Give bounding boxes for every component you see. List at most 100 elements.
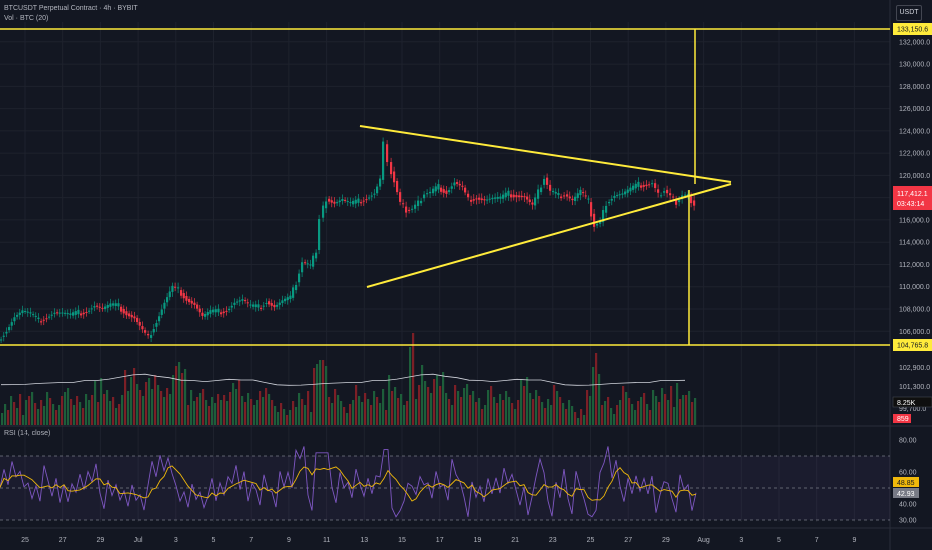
- candle-body: [74, 311, 77, 315]
- time-axis-label: 7: [815, 537, 819, 544]
- candle-body: [528, 199, 531, 203]
- candle-body: [616, 195, 619, 197]
- candle-body: [125, 311, 128, 316]
- volume-bar: [364, 393, 367, 425]
- currency-button[interactable]: USDT: [896, 5, 922, 21]
- candle-body: [276, 304, 279, 307]
- candle-body: [587, 198, 590, 200]
- candle-body: [160, 309, 163, 315]
- candle-body: [128, 313, 131, 317]
- candle-body: [379, 178, 382, 187]
- candle-body: [333, 201, 336, 204]
- candle-body: [596, 223, 599, 226]
- volume-ma-line: [0, 373, 686, 386]
- volume-bar: [547, 399, 550, 425]
- volume-bar: [358, 396, 361, 425]
- candle-body: [163, 302, 166, 309]
- volume-bar: [355, 385, 358, 425]
- volume-bar: [601, 405, 604, 425]
- candle-body: [69, 313, 72, 315]
- volume-bar: [526, 377, 529, 425]
- volume-bar: [373, 391, 376, 425]
- volume-bar: [520, 380, 523, 425]
- volume-bar: [253, 405, 256, 425]
- candle-body: [292, 287, 295, 298]
- time-axis-label: 29: [97, 537, 105, 544]
- volume-bar: [49, 398, 52, 425]
- candle-body: [177, 287, 180, 289]
- candle-body: [512, 194, 515, 198]
- rsi-indicator-title[interactable]: RSI (14, close): [4, 430, 51, 437]
- time-axis-label: 13: [360, 537, 368, 544]
- volume-bar: [79, 402, 82, 425]
- candle-body: [642, 185, 645, 187]
- volume-bar: [529, 393, 532, 425]
- volume-bar: [187, 405, 190, 425]
- candle-body: [273, 304, 276, 308]
- candle-body: [618, 194, 621, 196]
- candle-body: [230, 305, 233, 308]
- candle-body: [336, 202, 339, 204]
- volume-bar: [103, 394, 106, 425]
- candle-body: [150, 335, 153, 338]
- candle-body: [518, 195, 521, 198]
- candle-body: [464, 187, 467, 193]
- volume-bar: [634, 410, 637, 425]
- candle-body: [552, 190, 555, 193]
- price-axis-label: 122,000.0: [899, 151, 930, 158]
- volume-bar: [379, 403, 382, 425]
- volume-bar: [583, 415, 586, 425]
- rsi-ma-value: 48.85: [897, 480, 915, 487]
- volume-bar: [565, 409, 568, 425]
- time-axis-label: 5: [777, 537, 781, 544]
- candle-body: [663, 191, 666, 193]
- candle-body: [8, 327, 11, 331]
- volume-bar: [673, 407, 676, 425]
- volume-bar: [28, 396, 31, 425]
- time-axis-label: 9: [287, 537, 291, 544]
- volume-bar: [73, 405, 76, 425]
- candle-body: [80, 313, 83, 316]
- volume-bar: [532, 399, 535, 425]
- candle-body: [440, 187, 443, 192]
- volume-indicator-title[interactable]: Vol · BTC (20): [4, 15, 49, 22]
- volume-bar: [424, 381, 427, 425]
- candle-body: [365, 199, 368, 201]
- volume-current-value: 859: [897, 416, 909, 423]
- volume-bar: [109, 401, 112, 425]
- volume-bar: [442, 372, 445, 425]
- volume-bar: [313, 368, 316, 425]
- candle-body: [408, 209, 411, 211]
- candle-body: [45, 318, 48, 320]
- candle-body: [605, 205, 608, 213]
- volume-bar: [7, 410, 10, 425]
- candle-body: [432, 188, 435, 194]
- volume-bar: [154, 375, 157, 425]
- candle-body: [174, 286, 177, 288]
- time-axis-label: 23: [549, 537, 557, 544]
- candle-body: [82, 312, 85, 315]
- volume-bar: [310, 412, 313, 425]
- rsi-axis-label: 40.00: [899, 502, 917, 509]
- volume-bar: [40, 400, 43, 425]
- level-price-tag: [893, 23, 932, 35]
- rsi-value-tag: [893, 488, 919, 498]
- triangle-upper-trendline: [359, 125, 732, 183]
- volume-bar: [4, 404, 7, 425]
- volume-bar: [691, 402, 694, 425]
- candle-body: [238, 300, 241, 302]
- volume-bar: [655, 396, 658, 425]
- time-axis-label: Aug: [697, 537, 710, 544]
- volume-bar: [226, 401, 229, 425]
- candle-body: [461, 185, 464, 187]
- candle-body: [270, 303, 273, 306]
- candle-body: [249, 304, 252, 306]
- candle-body: [201, 312, 204, 316]
- volume-bar: [460, 397, 463, 425]
- volume-bar: [211, 397, 214, 425]
- candle-body: [472, 199, 475, 201]
- symbol-title[interactable]: BTCUSDT Perpetual Contract · 4h · BYBIT: [4, 5, 138, 12]
- candle-body: [690, 196, 693, 204]
- volume-bar: [184, 369, 187, 425]
